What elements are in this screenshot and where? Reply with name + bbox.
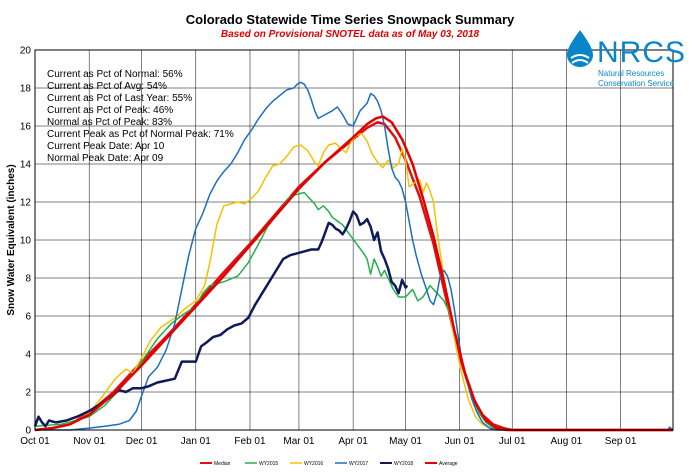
series-line-wy2017 bbox=[35, 81, 674, 431]
y-tick-labels: 0 2 4 6 8 10 12 14 16 18 20 bbox=[20, 46, 32, 437]
y-tick-label: 8 bbox=[25, 274, 31, 285]
y-axis-label: Snow Water Equivalent (inches) bbox=[6, 164, 17, 315]
y-tick-label: 0 bbox=[25, 426, 31, 437]
x-tick-label: May 01 bbox=[389, 436, 422, 447]
y-tick-label: 14 bbox=[20, 160, 32, 171]
legend-label: WY2017 bbox=[349, 461, 368, 467]
x-tick-label: Nov 01 bbox=[73, 436, 105, 447]
y-tick-label: 10 bbox=[20, 236, 32, 247]
stat-line: Current Peak as Pct of Normal Peak: 71% bbox=[47, 129, 234, 140]
series-line-average bbox=[34, 115, 673, 432]
y-tick-label: 12 bbox=[20, 198, 32, 209]
series-layer bbox=[33, 81, 674, 432]
logo-line1: Natural Resources bbox=[598, 69, 664, 78]
x-tick-label: Mar 01 bbox=[283, 436, 315, 447]
x-tick-label: Oct 01 bbox=[20, 436, 50, 447]
stat-line: Current Peak Date: Apr 10 bbox=[47, 141, 165, 152]
legend-label: Median bbox=[214, 461, 231, 467]
nrcs-logo: NRCS Natural Resources Conservation Serv… bbox=[567, 30, 686, 88]
y-tick-label: 18 bbox=[20, 84, 32, 95]
x-tick-label: Sep 01 bbox=[605, 436, 637, 447]
stat-line: Current as Pct of Normal: 56% bbox=[47, 69, 183, 80]
stat-line: Current as Pct of Last Year: 55% bbox=[47, 93, 192, 104]
y-tick-label: 6 bbox=[25, 312, 31, 323]
legend-label: WY2018 bbox=[394, 461, 413, 467]
stat-line: Normal as Pct of Peak: 83% bbox=[47, 117, 172, 128]
x-tick-label: Dec 01 bbox=[126, 436, 158, 447]
x-tick-label: Jun 01 bbox=[445, 436, 475, 447]
stats-block: Current as Pct of Normal: 56%Current as … bbox=[47, 69, 234, 164]
logo-wordmark: NRCS bbox=[597, 36, 686, 69]
stat-line: Normal Peak Date: Apr 09 bbox=[47, 153, 164, 164]
legend: Median WY2015 WY2016 WY2017 WY2018 Average bbox=[200, 461, 458, 467]
x-tick-label: Jan 01 bbox=[181, 436, 211, 447]
water-drop-icon bbox=[567, 30, 593, 67]
stat-line: Current as Pct of Avg: 54% bbox=[47, 81, 167, 92]
y-tick-label: 2 bbox=[25, 388, 31, 399]
x-tick-label: Feb 01 bbox=[234, 436, 266, 447]
stat-line: Current as Pct of Peak: 46% bbox=[47, 105, 173, 116]
series-line-wy2016 bbox=[34, 132, 673, 431]
x-tick-label: Aug 01 bbox=[551, 436, 583, 447]
x-tick-label: Jul 01 bbox=[499, 436, 526, 447]
y-tick-label: 4 bbox=[25, 350, 31, 361]
legend-label: Average bbox=[439, 461, 458, 467]
x-tick-label: Apr 01 bbox=[338, 436, 368, 447]
chart-title: Colorado Statewide Time Series Snowpack … bbox=[186, 12, 515, 27]
x-tick-labels: Oct 01 Nov 01 Dec 01 Jan 01 Feb 01 Mar 01 Apr … bbox=[20, 436, 637, 447]
legend-label: WY2016 bbox=[304, 461, 323, 467]
logo-line2: Conservation Service bbox=[598, 79, 675, 88]
series-line-wy2015 bbox=[34, 191, 673, 431]
plot-frame bbox=[34, 49, 674, 431]
chart-subtitle: Based on Provisional SNOTEL data as of M… bbox=[221, 29, 480, 40]
y-tick-label: 16 bbox=[20, 122, 32, 133]
y-tick-label: 20 bbox=[20, 46, 32, 57]
legend-label: WY2015 bbox=[259, 461, 278, 467]
